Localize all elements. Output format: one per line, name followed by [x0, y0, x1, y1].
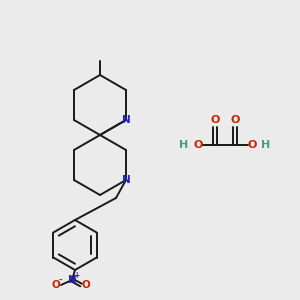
- Text: H: H: [179, 140, 189, 150]
- Text: O: O: [82, 280, 90, 290]
- Text: O: O: [193, 140, 203, 150]
- Text: H: H: [261, 140, 271, 150]
- Text: O: O: [247, 140, 257, 150]
- Text: +: +: [73, 272, 79, 280]
- Text: N: N: [122, 115, 130, 125]
- Text: O: O: [230, 115, 240, 125]
- Text: N: N: [122, 175, 130, 185]
- Text: -: -: [58, 275, 62, 284]
- Text: O: O: [52, 280, 60, 290]
- Text: N: N: [68, 275, 76, 285]
- Text: O: O: [210, 115, 220, 125]
